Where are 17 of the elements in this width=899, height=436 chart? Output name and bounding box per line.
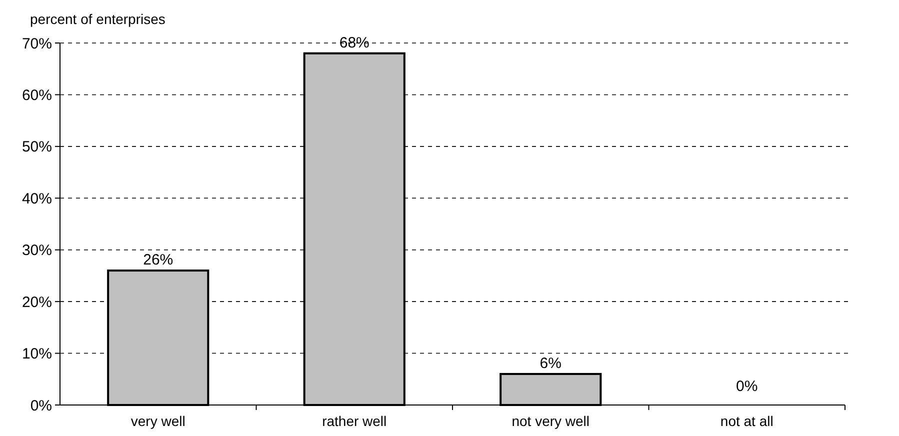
y-tick-label: 20% — [22, 294, 52, 311]
y-tick-label: 30% — [22, 242, 52, 260]
x-tick-label: very well — [130, 413, 186, 429]
y-tick-label: 10% — [22, 346, 52, 363]
y-tick-label: 40% — [22, 190, 52, 208]
data-label: 0% — [736, 378, 758, 395]
y-tick-label: 70% — [22, 35, 52, 52]
y-axis-title: percent of enterprises — [30, 11, 166, 27]
y-tick-label: 0% — [30, 397, 52, 414]
data-label: 68% — [339, 34, 370, 52]
data-label: 26% — [143, 252, 174, 269]
x-tick-label: rather well — [322, 413, 387, 429]
x-tick-label: not very well — [512, 413, 590, 429]
data-label: 6% — [540, 354, 562, 372]
y-tick-label: 60% — [22, 86, 52, 104]
x-tick-label: not at all — [720, 413, 774, 429]
y-tick-label: 50% — [22, 138, 52, 156]
